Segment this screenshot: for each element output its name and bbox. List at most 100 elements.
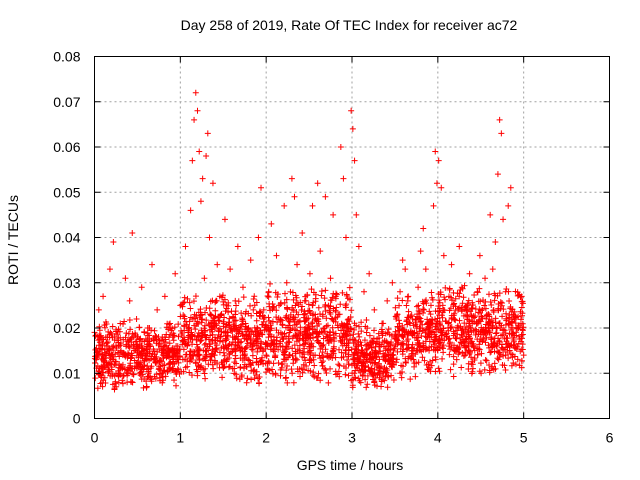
data-point [509,354,516,361]
data-point [379,320,386,327]
data-point [187,305,194,312]
data-point [394,311,401,318]
data-point [445,293,452,300]
data-point [198,319,205,326]
data-point [406,319,413,326]
data-point [292,350,299,357]
data-point [254,348,261,355]
data-point [151,351,158,358]
data-point [259,331,266,338]
x-tick-label: 4 [434,430,442,446]
data-point [207,298,214,305]
data-point [384,384,391,391]
data-point [440,345,447,352]
data-point [405,336,412,343]
data-point [110,239,117,246]
data-point [488,348,495,355]
data-point [144,337,151,344]
data-point [189,341,196,348]
data-point [289,352,296,359]
data-point [403,302,410,309]
data-point [382,373,389,380]
data-point [225,322,232,329]
data-point [255,234,262,241]
data-point [498,302,505,309]
data-point [138,364,145,371]
data-point [407,313,414,320]
data-point [474,351,481,358]
data-point [281,330,288,337]
data-point [364,372,371,379]
data-point [390,377,397,384]
data-point [478,370,485,377]
data-point [290,307,297,314]
data-point [343,335,350,342]
data-point [206,305,213,312]
data-point [455,305,462,312]
data-point [376,356,383,363]
data-point [256,373,263,380]
data-point [119,377,126,384]
data-point [342,364,349,371]
data-point [407,320,414,327]
data-point [313,317,320,324]
data-point [456,343,463,350]
data-point [317,248,324,255]
data-point [161,293,168,300]
data-point [278,361,285,368]
data-point [384,297,391,304]
data-point [171,377,178,384]
data-point [494,355,501,362]
data-point [432,148,439,155]
data-point [461,344,468,351]
data-point [462,349,469,356]
data-point [476,317,483,324]
data-point [308,357,315,364]
data-point [234,336,241,343]
data-point [481,366,488,373]
data-point [237,347,244,354]
data-point [489,266,496,273]
data-point [445,319,452,326]
y-tick-label: 0.04 [53,230,80,246]
data-point [419,344,426,351]
data-point [116,353,123,360]
data-point [336,311,343,318]
data-point [239,284,246,291]
data-point [192,360,199,367]
data-point [92,375,99,382]
data-point [425,330,432,337]
data-point [234,243,241,250]
data-point [305,321,312,328]
data-point [342,347,349,354]
data-point [112,343,119,350]
data-point [344,295,351,302]
data-point [503,310,510,317]
data-point [468,361,475,368]
data-point [264,365,271,372]
data-point [381,337,388,344]
data-point [332,307,339,314]
data-point [195,363,202,370]
data-point [456,317,463,324]
data-point [419,298,426,305]
data-point [210,365,217,372]
data-point [194,107,201,114]
data-point [452,335,459,342]
data-point [176,354,183,361]
data-point [99,364,106,371]
data-point [440,325,447,332]
data-point [459,349,466,356]
data-point [117,320,124,327]
data-point [279,322,286,329]
data-point [224,329,231,336]
data-point [180,346,187,353]
data-point [387,346,394,353]
data-point [441,307,448,314]
data-point [281,290,288,297]
data-point [301,318,308,325]
data-point [104,368,111,375]
data-point [486,313,493,320]
data-point [247,302,254,309]
data-point [232,346,239,353]
